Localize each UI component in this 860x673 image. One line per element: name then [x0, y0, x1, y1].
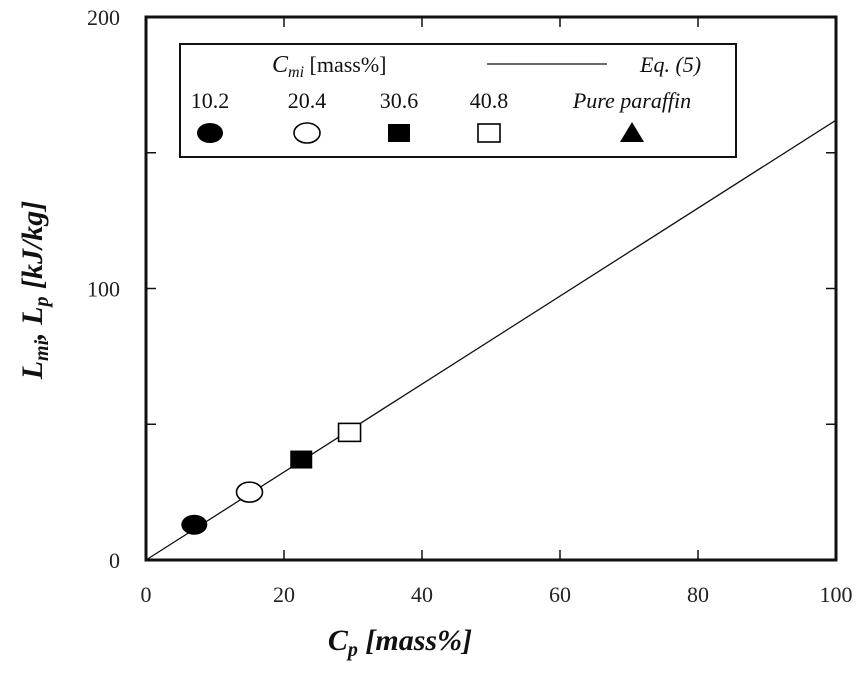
legend-marker-filled-circle	[197, 123, 223, 143]
x-tick-label: 20	[273, 582, 295, 607]
x-axis-title: Cp [mass%]	[328, 624, 472, 661]
legend-entry-label: 30.6	[380, 88, 419, 113]
data-points	[181, 422, 362, 535]
legend-line-label: Eq. (5)	[639, 52, 701, 77]
legend-box	[179, 43, 737, 158]
y-tick-label: 200	[87, 5, 120, 30]
legend-entries: 10.2 20.4 30.6 40.8 Pure paraffin	[191, 88, 691, 144]
legend-marker-filled-square	[388, 124, 410, 142]
tick-labels: 0 20 40 60 80 100 0 100 200	[87, 5, 853, 607]
y-axis-title: Lmi, Lp [kJ/kg]	[16, 201, 53, 381]
x-tick-label: 100	[820, 582, 853, 607]
x-tick-label: 60	[549, 582, 571, 607]
legend-header: Cmi [mass%]	[272, 52, 387, 81]
legend-marker-open-circle	[293, 122, 321, 144]
legend-marker-filled-triangle	[620, 122, 644, 142]
y-tick-label: 100	[87, 277, 120, 302]
y-tick-label: 0	[109, 548, 120, 573]
data-point-filled-circle	[181, 514, 208, 535]
x-tick-label: 0	[141, 582, 152, 607]
x-tick-label: 80	[687, 582, 709, 607]
legend-entry-label: 10.2	[191, 88, 230, 113]
axis-ticks	[145, 16, 837, 561]
legend-marker-open-square	[477, 123, 501, 143]
data-point-open-circle	[235, 481, 264, 503]
data-point-filled-square	[290, 450, 313, 469]
data-point-open-square	[337, 422, 362, 443]
legend-entry-label: 40.8	[470, 88, 509, 113]
x-tick-label: 40	[411, 582, 433, 607]
legend-entry-label: Pure paraffin	[572, 88, 691, 113]
legend-entry-label: 20.4	[288, 88, 327, 113]
legend: Cmi [mass%] Eq. (5) 10.2 20.4 30.6 40.8 Pure…	[179, 43, 737, 158]
